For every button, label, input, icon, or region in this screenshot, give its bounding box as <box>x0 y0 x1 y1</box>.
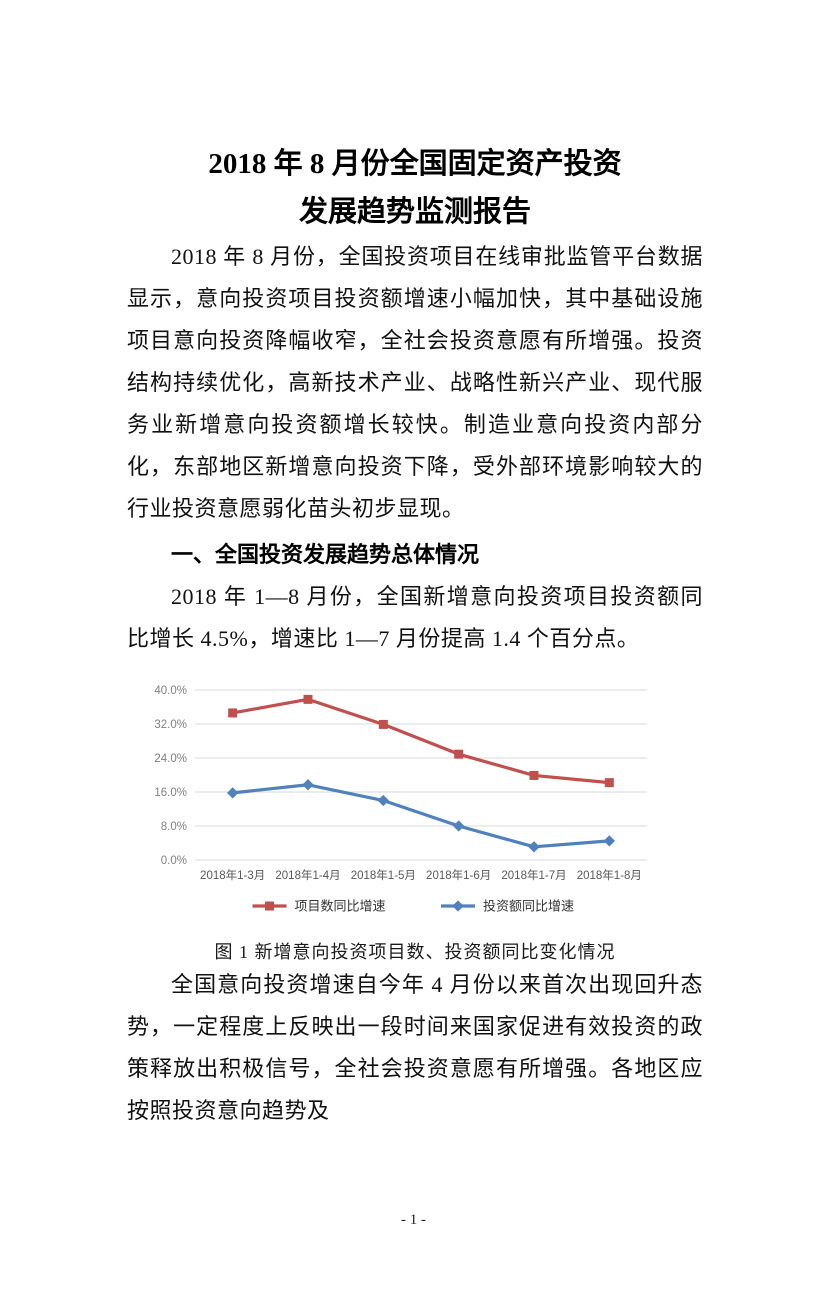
y-tick-label: 24.0% <box>154 753 187 765</box>
series-0-marker <box>303 694 313 704</box>
y-tick-label: 0.0% <box>161 855 187 867</box>
series-0-marker <box>604 778 614 788</box>
legend-0-marker <box>265 901 274 911</box>
section-heading-1: 一、全国投资发展趋势总体情况 <box>171 542 480 567</box>
x-tick-label: 2018年1-4月 <box>275 868 340 882</box>
line-chart: 0.0% 8.0% 16.0% 24.0% 32.0% 40.0% 2018年1-3月 201… <box>154 685 647 914</box>
series-0-marker <box>228 708 238 718</box>
series-0-line <box>232 697 610 785</box>
series-1-marker <box>377 794 389 807</box>
series-0-marker <box>454 749 464 759</box>
report-title-line2: 发展趋势监测报告 <box>298 196 531 228</box>
y-tick-label: 16.0% <box>154 787 187 799</box>
series-0-marker <box>529 770 539 780</box>
page-content: 2018 年 8 月份全国固定资产投资 发展趋势监测报告 2018 年 8 月份… <box>0 140 827 1132</box>
legend-1-marker <box>452 900 464 912</box>
figure-caption: 图 1 新增意向投资项目数、投资额同比变化情况 <box>214 942 616 962</box>
x-tick-label: 2018年1-5月 <box>351 868 416 882</box>
report-title-line1: 2018 年 8 月份全国固定资产投资 <box>208 148 622 180</box>
document-page: { "title": { "line1": "2018 年 8 月份全国固定资产… <box>0 140 827 1309</box>
x-tick-label: 2018年1-8月 <box>577 868 642 882</box>
intro-paragraph: 2018 年 8 月份，全国投资项目在线审批监管平台数据显示，意向投资项目投资额… <box>127 244 703 521</box>
paragraph-2: 2018 年 1—8 月份，全国新增意向投资项目投资额同比增长 4.5%，增速比… <box>127 584 703 651</box>
legend-0-label: 项目数同比增速 <box>295 899 386 914</box>
series-1-line <box>232 783 610 849</box>
page-number: - 1 - <box>401 1212 426 1228</box>
figure-1: 0.0% 8.0% 16.0% 24.0% 32.0% 40.0% 2018年1-3月 201… <box>145 676 685 924</box>
x-tick-label: 2018年1-6月 <box>426 868 491 882</box>
y-tick-label: 32.0% <box>154 719 187 731</box>
paragraph-3: 全国意向投资增速自今年 4 月份以来首次出现回升态势，一定程度上反映出一段时间来… <box>127 972 703 1123</box>
series-0-marker <box>378 719 388 729</box>
x-tick-label: 2018年1-3月 <box>200 868 265 882</box>
y-tick-label: 40.0% <box>154 685 187 697</box>
report-title: 2018 年 8 月份全国固定资产投资 发展趋势监测报告 <box>127 140 703 236</box>
series-1-marker <box>227 787 239 799</box>
series-1-marker <box>528 841 540 853</box>
legend-1-label: 投资额同比增速 <box>483 899 574 914</box>
series-1-marker <box>302 779 314 791</box>
series-1-marker <box>603 835 615 847</box>
y-tick-label: 8.0% <box>161 821 187 833</box>
x-tick-label: 2018年1-7月 <box>501 868 566 882</box>
series-1-marker <box>453 820 465 832</box>
